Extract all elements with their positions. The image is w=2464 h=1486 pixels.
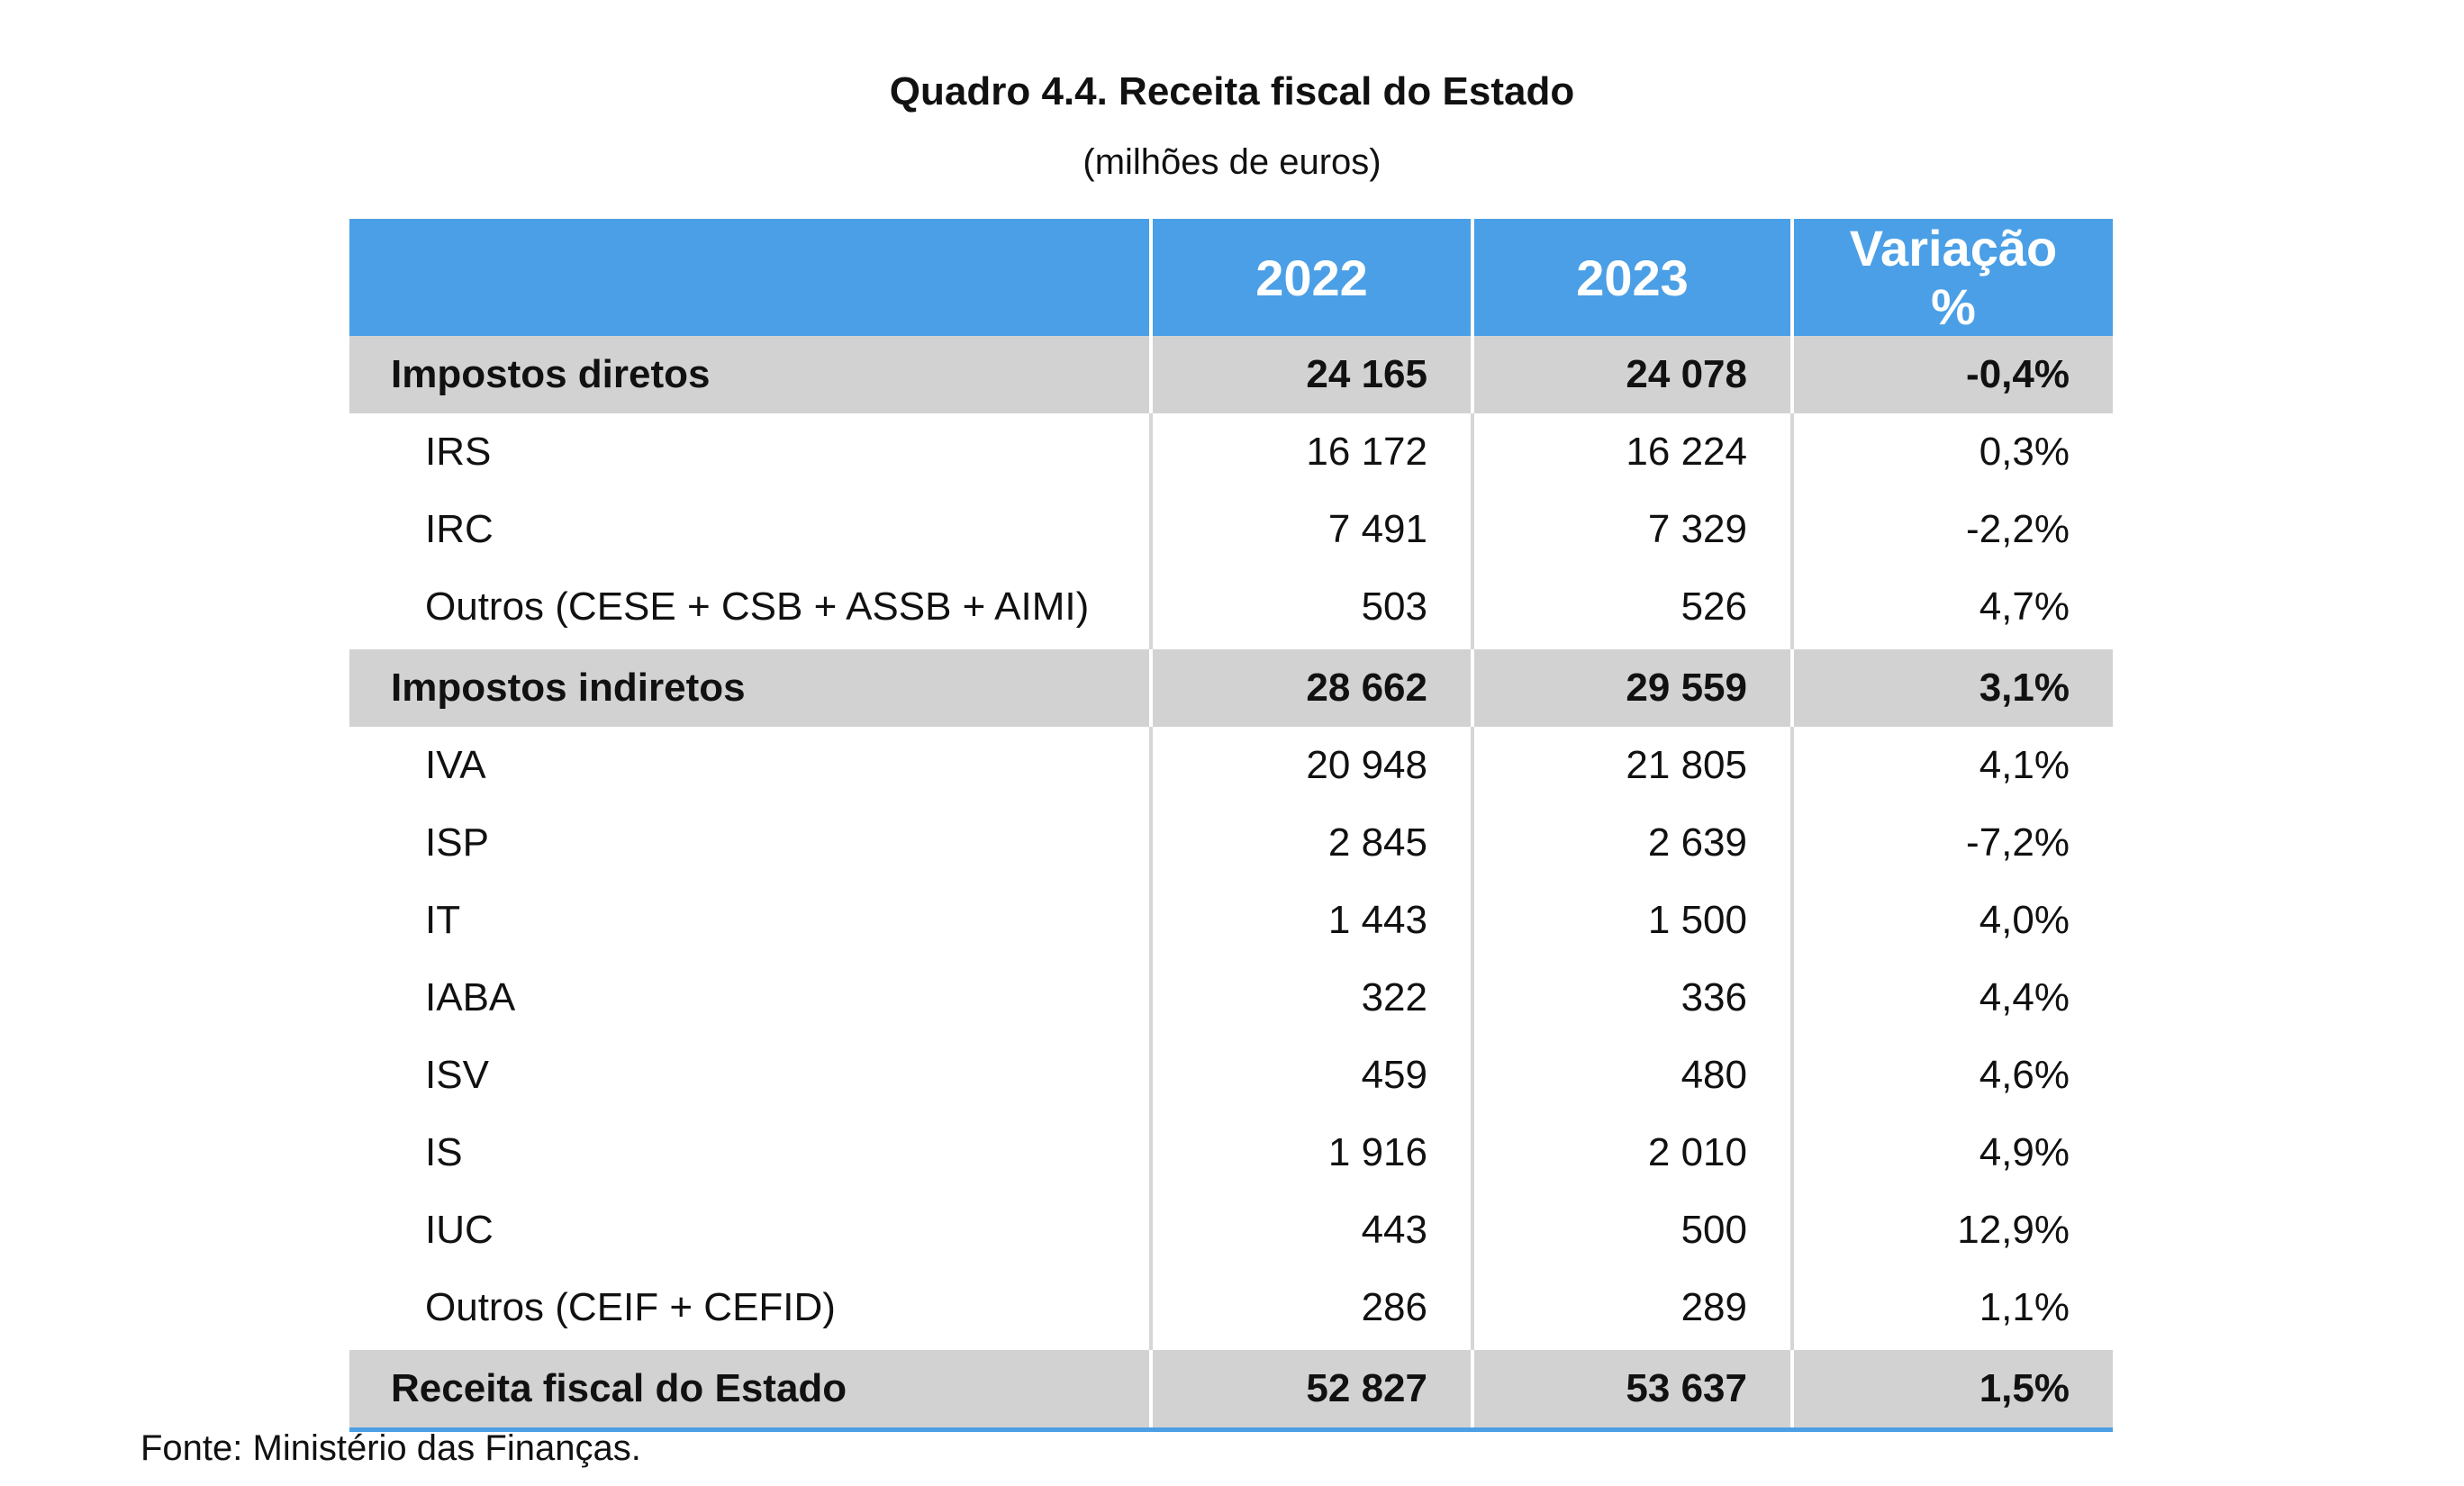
- row-label: IRC: [349, 491, 1153, 568]
- table-row: IUC 443 500 12,9%: [349, 1192, 2113, 1269]
- value-2022: 503: [1151, 568, 1474, 648]
- table-row: IT 1 443 1 500 4,0%: [349, 882, 2113, 959]
- value-2022: 24 165: [1151, 336, 1474, 413]
- value-2022: 20 948: [1151, 727, 1474, 804]
- value-variation: 1,5%: [1792, 1346, 2113, 1432]
- table-body: Impostos diretos 24 165 24 078 -0,4% IRS 16 1…: [349, 336, 2113, 1432]
- value-2023: 7 329: [1472, 491, 1794, 568]
- row-label: IRS: [349, 413, 1153, 491]
- value-2022: 52 827: [1151, 1346, 1474, 1432]
- row-label: IS: [349, 1114, 1153, 1192]
- table-total-row: Receita fiscal do Estado 52 827 53 637 1,5%: [349, 1346, 2113, 1432]
- table-row: IS 1 916 2 010 4,9%: [349, 1114, 2113, 1192]
- value-variation: 4,7%: [1979, 584, 2070, 629]
- header-2023: 2023: [1472, 219, 1794, 336]
- value-2022: 322: [1151, 959, 1474, 1037]
- table-row: IABA 322 336 4,4%: [349, 959, 2113, 1037]
- row-label: IVA: [349, 727, 1153, 804]
- value-variation: 4,0%: [1979, 898, 2070, 942]
- value-2022: 7 491: [1151, 491, 1474, 568]
- row-label: Receita fiscal do Estado: [349, 1346, 1153, 1432]
- value-2022: 459: [1151, 1037, 1474, 1114]
- row-label: IABA: [349, 959, 1153, 1037]
- value-2022: 286: [1151, 1269, 1474, 1348]
- value-variation: -0,4%: [1792, 336, 2113, 413]
- value-variation: 4,1%: [1979, 743, 2070, 787]
- value-2023: 289: [1472, 1269, 1794, 1348]
- header-variation: Variação %: [1792, 219, 2113, 336]
- table-subtitle: (milhões de euros): [1083, 142, 1381, 182]
- row-label: Impostos diretos: [349, 336, 1153, 413]
- table-row: IVA 20 948 21 805 4,1%: [349, 727, 2113, 804]
- value-2022: 443: [1151, 1192, 1474, 1269]
- header-2022: 2022: [1151, 219, 1474, 336]
- value-2022: 16 172: [1151, 413, 1474, 491]
- value-2023: 2 639: [1472, 804, 1794, 882]
- table-row: IRC 7 491 7 329 -2,2%: [349, 491, 2113, 568]
- table-header-row: 2022 2023 Variação %: [349, 219, 2113, 336]
- table-group-row: Impostos diretos 24 165 24 078 -0,4%: [349, 336, 2113, 413]
- table-row: ISV 459 480 4,6%: [349, 1037, 2113, 1114]
- value-2022: 1 916: [1151, 1114, 1474, 1192]
- row-label: Outros (CEIF + CEFID): [349, 1269, 1153, 1348]
- value-variation: -7,2%: [1966, 820, 2070, 865]
- revenue-table: 2022 2023 Variação % Impostos diretos 24 …: [349, 219, 2113, 1432]
- header-label-column: [349, 219, 1153, 336]
- value-variation: 0,3%: [1979, 430, 2070, 474]
- table-title: Quadro 4.4. Receita fiscal do Estado: [889, 69, 1575, 113]
- row-label: ISV: [349, 1037, 1153, 1114]
- value-2023: 53 637: [1472, 1346, 1794, 1432]
- table-row: IRS 16 172 16 224 0,3%: [349, 413, 2113, 491]
- value-variation: 1,1%: [1979, 1285, 2070, 1329]
- row-label: Outros (CESE + CSB + ASSB + AIMI): [349, 568, 1153, 648]
- value-2023: 480: [1472, 1037, 1794, 1114]
- value-2023: 24 078: [1472, 336, 1794, 413]
- value-2023: 29 559: [1472, 646, 1794, 727]
- value-2023: 336: [1472, 959, 1794, 1037]
- value-2023: 2 010: [1472, 1114, 1794, 1192]
- value-variation: 4,9%: [1979, 1130, 2070, 1174]
- value-variation: 4,6%: [1979, 1053, 2070, 1097]
- row-label: ISP: [349, 804, 1153, 882]
- value-variation: 3,1%: [1792, 646, 2113, 727]
- value-variation: 4,4%: [1979, 975, 2070, 1019]
- value-2022: 2 845: [1151, 804, 1474, 882]
- table-row: Outros (CESE + CSB + ASSB + AIMI) 503 526 4…: [349, 568, 2113, 648]
- row-label: IUC: [349, 1192, 1153, 1269]
- value-2023: 526: [1472, 568, 1794, 648]
- value-2023: 21 805: [1472, 727, 1794, 804]
- table-group-row: Impostos indiretos 28 662 29 559 3,1%: [349, 646, 2113, 727]
- value-2023: 16 224: [1472, 413, 1794, 491]
- source-note: Fonte: Ministério das Finanças.: [140, 1428, 641, 1468]
- row-label: Impostos indiretos: [349, 646, 1153, 727]
- value-variation: 12,9%: [1957, 1208, 2070, 1252]
- value-2023: 500: [1472, 1192, 1794, 1269]
- value-2022: 1 443: [1151, 882, 1474, 959]
- value-variation: -2,2%: [1966, 507, 2070, 551]
- table-row: ISP 2 845 2 639 -7,2%: [349, 804, 2113, 882]
- value-2023: 1 500: [1472, 882, 1794, 959]
- row-label: IT: [349, 882, 1153, 959]
- value-2022: 28 662: [1151, 646, 1474, 727]
- table-row: Outros (CEIF + CEFID) 286 289 1,1%: [349, 1269, 2113, 1348]
